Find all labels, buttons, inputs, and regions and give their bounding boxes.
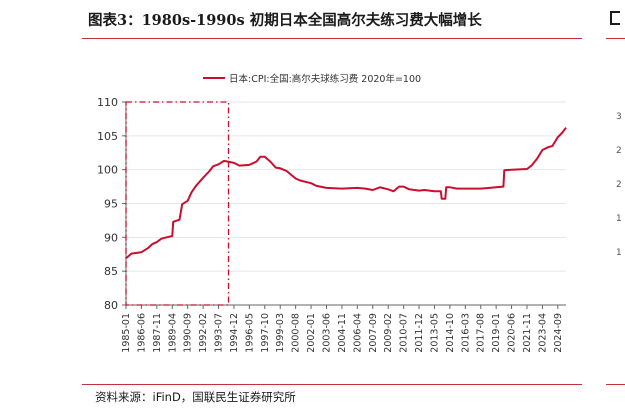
x-tick-label: 2003-06 (321, 313, 332, 353)
legend-line-swatch (203, 77, 225, 79)
x-tick-label: 1996-05 (244, 313, 255, 353)
chart-legend: 日本:CPI:全国:高尔夫球练习费 2020年=100 (203, 71, 421, 85)
right-panel-source-divider (606, 384, 625, 385)
highlight-box (125, 101, 230, 306)
x-tick-label: 1989-04 (167, 313, 178, 353)
right-panel-tick: 3 (616, 112, 622, 122)
right-panel-bracket-icon (610, 11, 620, 25)
figure-title: 图表3：1980s-1990s 初期日本全国高尔夫练习费大幅增长 (88, 12, 482, 29)
x-tick-label: 2011-12 (414, 313, 425, 353)
x-tick-label: 2024-09 (553, 313, 564, 353)
y-tick-label: 100 (97, 164, 118, 177)
x-tick-label: 2004-11 (337, 313, 348, 353)
legend-series-label: 日本:CPI:全国:高尔夫球练习费 2020年=100 (229, 74, 422, 85)
x-tick-label: 2017-08 (476, 313, 487, 353)
x-tick-label: 2000-08 (291, 313, 302, 353)
right-panel-tick: 2 (616, 180, 622, 190)
source-divider (82, 384, 582, 385)
x-tick-label: 2013-05 (429, 313, 440, 353)
right-panel-tick: 1 (616, 214, 622, 224)
x-tick-label: 1994-12 (229, 313, 240, 353)
series-line (125, 127, 567, 260)
x-tick-label: 2007-09 (368, 313, 379, 353)
y-tick-label: 90 (104, 231, 118, 244)
x-tick-label: 1990-09 (183, 313, 194, 353)
x-tick-label: 1997-10 (260, 313, 271, 353)
x-tick-label: 1987-11 (152, 313, 163, 353)
x-tick-label: 2019-01 (491, 313, 502, 353)
y-tick-label: 95 (104, 198, 118, 211)
x-tick-label: 2014-10 (445, 313, 456, 353)
right-panel-title-divider (606, 38, 625, 39)
x-tick-label: 1999-03 (275, 313, 286, 353)
x-tick-label: 2009-02 (383, 313, 394, 353)
y-tick-label: 110 (97, 96, 118, 109)
x-tick-label: 2006-04 (352, 313, 363, 353)
x-tick-label: 1986-06 (136, 313, 147, 353)
y-tick-label: 85 (104, 265, 118, 278)
y-tick-label: 105 (97, 130, 118, 143)
x-tick-label: 1992-02 (198, 313, 209, 353)
x-tick-label: 2010-07 (399, 313, 410, 353)
x-tick-label: 2021-11 (522, 313, 533, 353)
x-tick-label: 2023-04 (537, 313, 548, 353)
right-panel-tick: 2 (616, 146, 622, 156)
x-tick-label: 2020-06 (507, 313, 518, 353)
right-panel-tick: 1 (616, 248, 622, 258)
x-tick-label: 1993-07 (214, 313, 225, 353)
right-panel-tick-labels: 3 2 2 1 1 (616, 100, 625, 270)
title-divider (82, 38, 582, 39)
y-tick-label: 80 (104, 299, 118, 312)
x-tick-label: 1985-01 (121, 313, 132, 353)
x-tick-label: 2002-01 (306, 313, 317, 353)
source-note: 资料来源：iFinD，国联民生证券研究所 (95, 390, 296, 404)
x-tick-label: 2016-03 (460, 313, 471, 353)
